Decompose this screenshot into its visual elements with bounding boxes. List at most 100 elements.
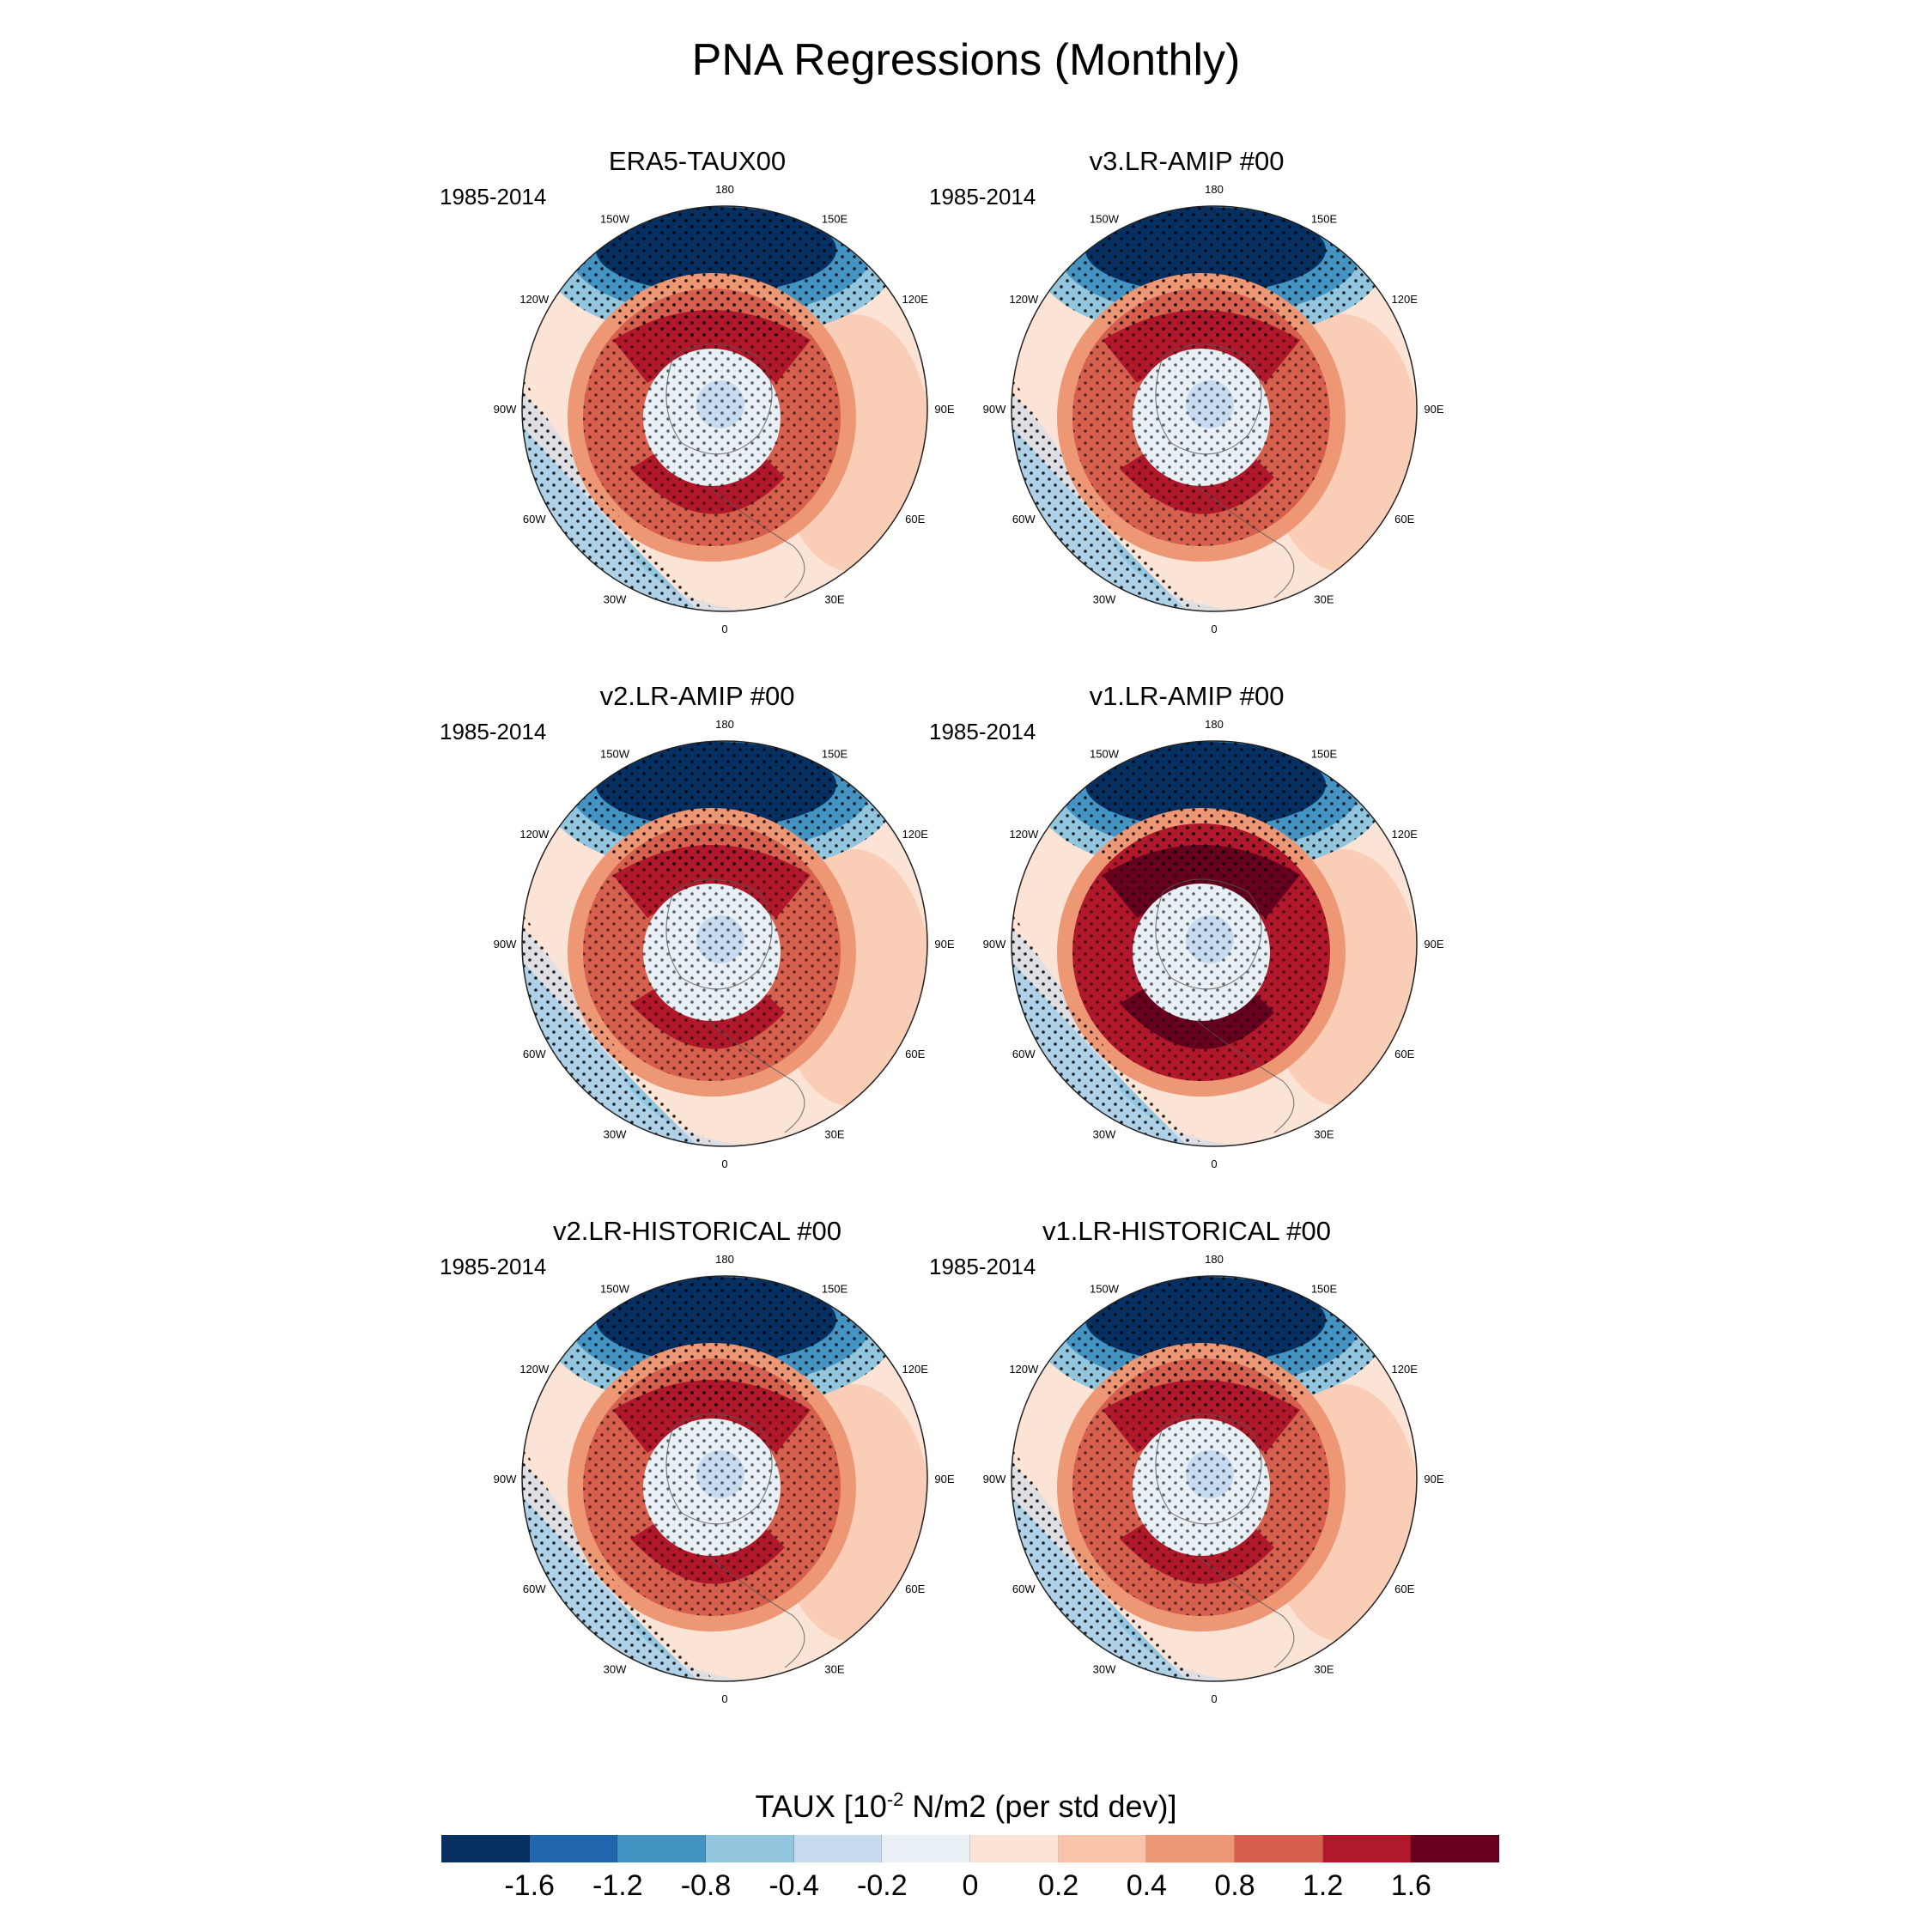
- longitude-label: 180: [715, 718, 734, 731]
- map-field: [1012, 1276, 1417, 1681]
- longitude-label: 30W: [1093, 593, 1116, 606]
- polar-map: 180 150E 120E 90E 60E 30E 0 30W 60W 90W 120W 150W: [494, 718, 955, 1170]
- map-field: [1012, 206, 1417, 611]
- colorbar-tick-label: 0: [962, 1869, 979, 1902]
- panel-title: v1.LR-AMIP #00: [1089, 681, 1285, 711]
- coastline-arctic: [665, 343, 773, 455]
- significance-stipple-ring: [583, 1358, 841, 1616]
- longitude-label: 150W: [600, 1282, 630, 1295]
- coastline-europe: [707, 485, 805, 598]
- longitude-label: 150W: [600, 212, 630, 225]
- longitude-label: 30W: [1093, 1128, 1116, 1141]
- longitude-label: 150E: [822, 212, 848, 225]
- longitude-label: 30W: [604, 593, 627, 606]
- longitude-label: 30W: [604, 1128, 627, 1141]
- panel-title: v2.LR-AMIP #00: [599, 681, 795, 711]
- panel-period: 1985-2014: [929, 184, 1036, 210]
- colorbar-title-prefix: TAUX [10: [755, 1789, 887, 1824]
- map-field: [522, 1276, 927, 1681]
- polar-map: 180 150E 120E 90E 60E 30E 0 30W 60W 90W 120W 150W: [983, 1253, 1444, 1705]
- map-panel: v1.LR-HISTORICAL #00 1985-2014 180 150E 120E…: [920, 1216, 1453, 1731]
- colorbar-box: [1411, 1835, 1500, 1862]
- colorbar-box: [617, 1835, 707, 1862]
- longitude-label: 120E: [902, 1363, 929, 1376]
- colorbar-tick-label: -0.2: [857, 1869, 908, 1902]
- longitude-label: 60E: [1394, 513, 1414, 526]
- map-field: [1012, 741, 1417, 1146]
- significance-stipple-ring: [1072, 1358, 1330, 1616]
- longitude-label: 90E: [1424, 938, 1443, 951]
- panel-title: v3.LR-AMIP #00: [1089, 146, 1285, 176]
- longitude-label: 60W: [523, 1583, 546, 1595]
- colorbar-tick-label: 0.2: [1038, 1869, 1079, 1902]
- colorbar-box: [1235, 1835, 1323, 1862]
- longitude-label: 0: [1211, 623, 1217, 635]
- longitude-label: 90E: [1424, 1473, 1443, 1485]
- colorbar-tick-label: 0.8: [1214, 1869, 1255, 1902]
- longitude-label: 30W: [1093, 1663, 1116, 1676]
- longitude-label: 150E: [1311, 747, 1338, 760]
- colorbar-box: [882, 1835, 971, 1862]
- map-field: [522, 206, 927, 611]
- longitude-label: 150E: [822, 1282, 848, 1295]
- polar-map: 180 150E 120E 90E 60E 30E 0 30W 60W 90W 120W 150W: [494, 1253, 955, 1705]
- longitude-label: 90W: [983, 1473, 1006, 1485]
- longitude-label: 30E: [824, 1663, 844, 1676]
- polar-map: 180 150E 120E 90E 60E 30E 0 30W 60W 90W 120W 150W: [494, 183, 955, 635]
- colorbar-title-suffix: N/m2 (per std dev)]: [903, 1789, 1177, 1824]
- longitude-label: 120W: [1009, 293, 1039, 306]
- colorbar-box: [1322, 1835, 1412, 1862]
- colorbar-tick-label: -0.8: [680, 1869, 732, 1902]
- longitude-label: 120W: [1009, 1363, 1039, 1376]
- map-boundary: [1011, 740, 1418, 1147]
- panel-title: v2.LR-HISTORICAL #00: [553, 1216, 841, 1246]
- longitude-label: 120E: [1392, 828, 1419, 841]
- longitude-label: 150E: [1311, 212, 1338, 225]
- coastline-europe: [1196, 1555, 1295, 1668]
- longitude-label: 180: [1205, 183, 1224, 196]
- longitude-label: 120E: [902, 828, 929, 841]
- colorbar-title-exponent: -2: [886, 1789, 904, 1810]
- longitude-label: 60E: [905, 1583, 925, 1595]
- panel-period: 1985-2014: [929, 719, 1036, 744]
- longitude-label: 120E: [1392, 293, 1419, 306]
- colorbar-box: [706, 1835, 794, 1862]
- map-panel: v2.LR-HISTORICAL #00 1985-2014 180 150E 120E…: [431, 1216, 963, 1731]
- longitude-label: 60E: [1394, 1048, 1414, 1060]
- colorbar: [441, 1835, 1500, 1862]
- longitude-label: 180: [715, 183, 734, 196]
- coastline-arctic: [1155, 878, 1262, 990]
- longitude-label: 60E: [1394, 1583, 1414, 1595]
- polar-map: 180 150E 120E 90E 60E 30E 0 30W 60W 90W 120W 150W: [983, 718, 1444, 1170]
- coastline-europe: [707, 1555, 805, 1668]
- longitude-label: 150E: [822, 747, 848, 760]
- colorbar-ticks: -1.6 -1.2 -0.8 -0.4 -0.2 0 0.2 0.4 0.8 1.2 1.6: [441, 1868, 1499, 1906]
- coastline-europe: [1196, 1020, 1295, 1133]
- map-panel: v3.LR-AMIP #00 1985-2014 180 150E 120E 90E 60E…: [920, 146, 1453, 661]
- longitude-label: 90W: [983, 938, 1006, 951]
- map-boundary: [1011, 1275, 1418, 1682]
- colorbar-box: [441, 1835, 530, 1862]
- colorbar-tick-label: 1.2: [1303, 1869, 1344, 1902]
- longitude-label: 30E: [1314, 1128, 1334, 1141]
- longitude-label: 90W: [494, 938, 517, 951]
- longitude-label: 90E: [934, 1473, 954, 1485]
- colorbar-title: TAUX [10-2 N/m2 (per std dev)]: [0, 1788, 1932, 1826]
- longitude-label: 180: [1205, 718, 1224, 731]
- coastline-arctic: [1155, 343, 1262, 455]
- longitude-label: 120W: [1009, 828, 1039, 841]
- colorbar-box: [529, 1835, 618, 1862]
- longitude-label: 120E: [902, 293, 929, 306]
- colorbar-tick-label: -1.6: [504, 1869, 555, 1902]
- longitude-label: 120E: [1392, 1363, 1419, 1376]
- longitude-label: 0: [721, 623, 727, 635]
- panel-period: 1985-2014: [929, 1254, 1036, 1279]
- longitude-label: 90E: [1424, 403, 1443, 416]
- colorbar-tick-label: -1.2: [592, 1869, 643, 1902]
- polar-map: 180 150E 120E 90E 60E 30E 0 30W 60W 90W 120W 150W: [983, 183, 1444, 635]
- colorbar-box: [970, 1835, 1059, 1862]
- map-field: [522, 741, 927, 1146]
- longitude-label: 0: [1211, 1692, 1217, 1705]
- longitude-label: 90W: [494, 403, 517, 416]
- longitude-label: 0: [1211, 1157, 1217, 1170]
